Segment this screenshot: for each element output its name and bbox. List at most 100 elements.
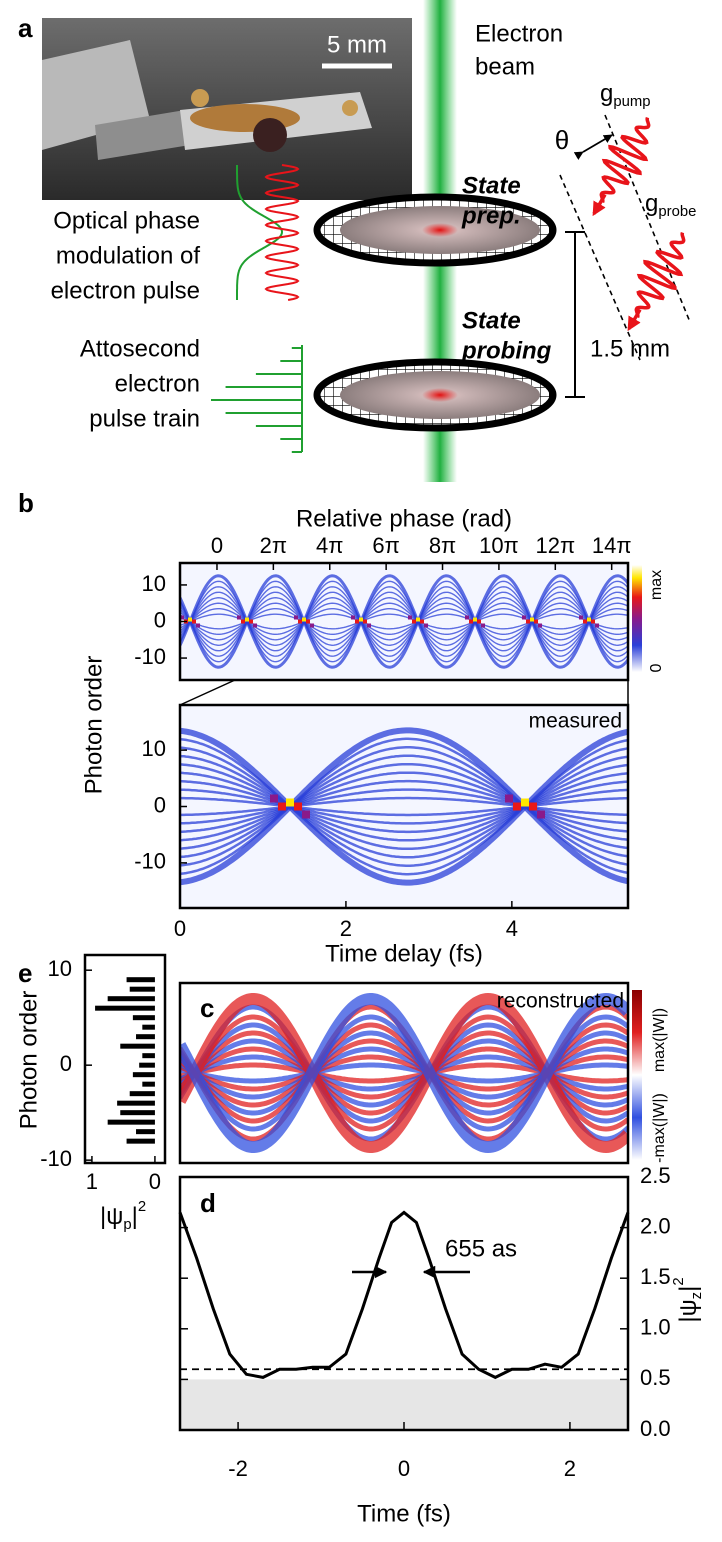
hot-spot [245, 617, 249, 622]
wave-packet [599, 117, 651, 203]
panel-label: b [18, 488, 34, 518]
y2-tick-label: 1.5 [640, 1264, 671, 1289]
overview-pattern [180, 574, 628, 669]
pattern-curve [180, 586, 628, 657]
hot-spot [465, 615, 469, 620]
hot-spot [355, 619, 359, 624]
hot-spot [481, 623, 485, 628]
pattern-curve [180, 771, 628, 842]
colorbar-label: -max(|W|) [651, 1093, 668, 1163]
x-tick-label: 6π [372, 533, 399, 558]
pattern-curve [180, 788, 628, 825]
y-tick-label: -10 [134, 644, 166, 669]
state-label: State [462, 172, 521, 199]
hot-spot [270, 794, 278, 803]
hot-spot [473, 617, 477, 622]
beam-label: beam [475, 53, 535, 80]
pattern-curve [180, 796, 628, 817]
axis-title-part: | [132, 1203, 138, 1230]
bar [129, 986, 155, 992]
hot-spot [579, 615, 583, 620]
reconstructed-pattern [180, 992, 628, 1154]
hot-spot [253, 623, 257, 628]
beam-label: Electron [475, 20, 563, 47]
bar [142, 1024, 155, 1030]
hot-spot [241, 619, 245, 624]
x-tick-label: 2 [340, 916, 352, 941]
hot-spot [537, 810, 545, 819]
bar [132, 1015, 155, 1021]
annotation: 655 as [445, 1235, 517, 1262]
hot-spot [294, 615, 298, 620]
hot-spot [416, 617, 420, 622]
state-label: State [462, 307, 521, 334]
hot-spot [192, 619, 196, 624]
hot-spot [583, 619, 587, 624]
pattern-curve [180, 596, 628, 647]
pattern-curve [180, 754, 628, 859]
x-tick-label: 1 [86, 1169, 98, 1194]
colorbar [632, 990, 642, 1160]
g-probe-label: gprobe [645, 190, 696, 220]
sample-disk [313, 193, 557, 267]
g-probe-label-part: probe [658, 204, 696, 220]
side-label: Optical phase [53, 207, 200, 234]
hot-spot [180, 615, 184, 620]
pattern-curve [180, 591, 628, 652]
y2-tick-label: 0.5 [640, 1365, 671, 1390]
distance-bracket [565, 231, 585, 398]
pattern-curve [180, 596, 628, 647]
axis-title-part: z [689, 1292, 705, 1299]
colorbar-label: 0 [648, 663, 665, 672]
bar [120, 1043, 155, 1049]
hot-spot [412, 619, 416, 624]
pattern-curve [180, 780, 628, 834]
hot-spot [595, 623, 599, 628]
hot-spot [286, 798, 294, 807]
hot-spot [188, 617, 192, 622]
heatmap-measured [180, 705, 628, 908]
colorbar-label: max [648, 570, 665, 600]
pattern-curve [180, 763, 628, 851]
x-tick-label: 2π [260, 533, 287, 558]
hot-spot [298, 619, 302, 624]
wave-packet [634, 232, 686, 318]
axis-title-part: | [675, 1286, 702, 1292]
hot-spot [302, 617, 306, 622]
colorbar-label: max(|W|) [651, 1008, 668, 1072]
annotation: measured [529, 710, 622, 733]
y-tick-label: 10 [48, 956, 72, 981]
panel-label: a [18, 13, 33, 43]
pattern-curve [180, 574, 628, 669]
y-tick-label: -10 [40, 1146, 72, 1171]
hot-spot [306, 619, 310, 624]
g-pump-label-part: g [600, 80, 613, 107]
hot-spot [363, 619, 367, 624]
wave-arrow [627, 308, 642, 332]
pattern-curve [180, 602, 628, 641]
x-tick-label: 2 [564, 1456, 576, 1481]
y-tick-label: 0 [60, 1051, 72, 1076]
bar [129, 1091, 155, 1097]
bar [139, 1062, 155, 1068]
bar [120, 1110, 155, 1116]
axis-title: |ψp|2 [100, 1199, 146, 1233]
angle-arrow [573, 134, 613, 160]
pattern-curve [180, 788, 628, 825]
hot-spot [367, 623, 371, 628]
scale-bar-label: 5 mm [327, 31, 387, 58]
wave-arrow [592, 193, 607, 217]
bar [136, 1129, 155, 1135]
pattern-curve [180, 992, 628, 1154]
panel-label: d [200, 1188, 216, 1218]
hot-spot [530, 617, 534, 622]
state-label: prep. [461, 202, 521, 229]
panel-label: e [18, 958, 32, 988]
hot-spot [529, 802, 537, 811]
g-pump-label-part: pump [613, 94, 650, 110]
annotation: reconstructed [497, 990, 624, 1013]
axis-title-part: p [123, 1217, 131, 1233]
hot-spot [477, 619, 481, 624]
bar [117, 1100, 155, 1106]
pattern-curve [180, 613, 628, 630]
